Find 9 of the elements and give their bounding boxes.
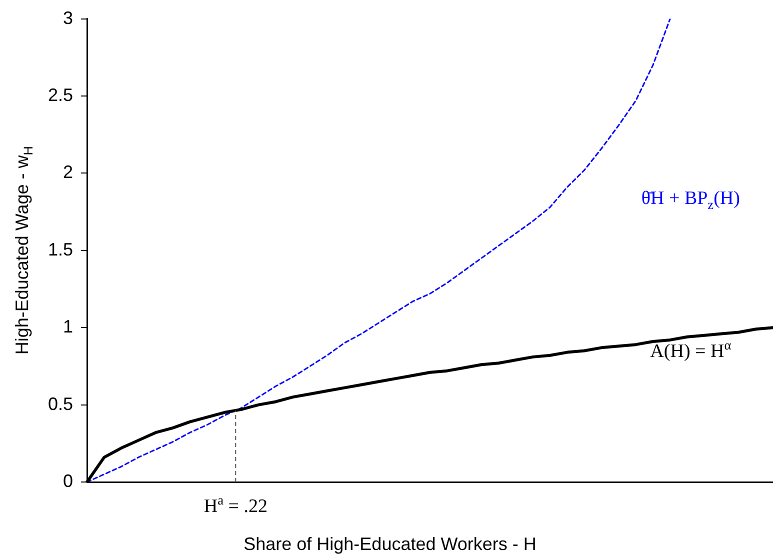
y-tick-label: 0.5: [48, 394, 74, 414]
y-tick-label: 1: [63, 316, 74, 337]
y-tick-label: 1.5: [48, 239, 74, 260]
y-tick-label: 2: [63, 162, 74, 182]
y-tick-label: 0: [63, 470, 74, 491]
y-tick-label: 3: [63, 8, 74, 28]
x-axis-title: Share of High-Educated Workers - H: [244, 534, 536, 554]
y-tick-label: 2.5: [48, 84, 74, 105]
y-axis-title: High-Educated Wage - wH: [12, 146, 36, 355]
